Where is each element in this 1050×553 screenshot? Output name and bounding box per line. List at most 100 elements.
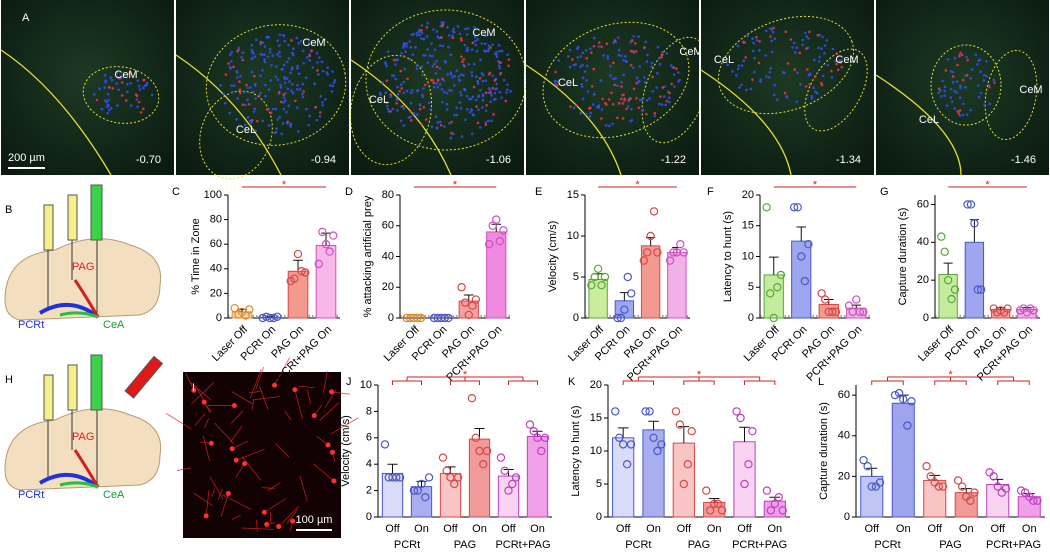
cell: [95, 98, 99, 102]
cell: [585, 56, 589, 60]
cell: [253, 55, 257, 59]
neurite: [231, 514, 241, 520]
neurite: [204, 418, 209, 429]
cell: [979, 91, 983, 95]
cell: [291, 51, 294, 55]
cell: [592, 67, 596, 71]
cell: [970, 68, 974, 71]
y-axis-label: % Time in Zone: [190, 218, 202, 294]
data-point: [970, 488, 979, 497]
y-axis-label: Latency to hunt (s): [570, 405, 582, 496]
cell: [509, 89, 512, 93]
cell: [236, 97, 239, 100]
cell: [117, 88, 120, 92]
cell: [296, 64, 300, 68]
cell: [442, 21, 445, 24]
cell: [392, 58, 396, 62]
neurite: [248, 390, 261, 394]
cell: [282, 63, 286, 67]
data-point: [817, 289, 826, 298]
x-tick-label: On: [646, 523, 661, 535]
error-bar: [866, 467, 878, 477]
cell: [627, 99, 631, 102]
cell: [269, 79, 273, 82]
cell: [672, 73, 676, 76]
cell: [472, 85, 476, 89]
region-label: PCRt: [18, 489, 44, 501]
cell: [415, 64, 419, 67]
soma: [229, 446, 235, 452]
cell: [283, 99, 287, 102]
data-point: [499, 226, 508, 235]
cell: [831, 47, 835, 51]
cell: [941, 79, 944, 83]
soma: [264, 521, 270, 527]
cell: [457, 75, 461, 78]
y-axis-label: Velocity (cm/s): [547, 221, 559, 293]
cell: [116, 104, 119, 107]
cell: [958, 54, 961, 58]
cell: [267, 88, 271, 91]
cell: [236, 49, 239, 53]
data-point: [1029, 496, 1038, 505]
data-point: [804, 239, 813, 249]
cell: [305, 56, 309, 59]
cell: [287, 57, 291, 60]
cell: [275, 127, 278, 130]
data-point: [863, 462, 872, 471]
cell: [260, 53, 264, 57]
cell: [448, 88, 451, 92]
neurite: [278, 506, 300, 527]
cell: [453, 84, 456, 87]
tissue-border: [0, 49, 112, 176]
data-point: [529, 427, 538, 436]
y-tick-label: 20: [838, 470, 850, 482]
y-axis-label: Velocity (cm/s): [340, 415, 352, 487]
cell: [235, 71, 239, 75]
cell: [412, 112, 416, 115]
cell: [793, 51, 797, 54]
cell: [307, 123, 311, 127]
cell: [805, 35, 808, 38]
data-point: [314, 259, 323, 269]
cell: [814, 74, 817, 78]
panel-letter: B: [5, 204, 12, 216]
cell: [420, 31, 424, 35]
cell: [959, 84, 962, 88]
cell: [506, 83, 509, 87]
projection: [59, 311, 99, 319]
cell: [399, 69, 403, 73]
cell: [808, 30, 811, 34]
error-bar: [646, 237, 656, 246]
cell: [745, 88, 748, 92]
cell: [279, 83, 282, 87]
cell: [613, 83, 617, 87]
cell: [331, 84, 335, 88]
cell: [308, 114, 311, 118]
cell: [458, 101, 462, 104]
cell: [938, 89, 942, 93]
soma: [261, 509, 267, 515]
cell: [384, 62, 388, 65]
data-point: [241, 311, 250, 320]
cell: [438, 44, 442, 47]
cell: [285, 110, 288, 114]
cell: [586, 90, 590, 93]
data-point: [977, 285, 986, 294]
cell: [401, 104, 405, 108]
data-point: [970, 219, 979, 228]
cell: [296, 88, 299, 91]
cell: [568, 65, 572, 69]
cell: [273, 131, 277, 135]
data-point: [709, 499, 719, 508]
cell: [281, 68, 284, 71]
cell: [389, 110, 392, 113]
cell: [270, 64, 273, 67]
cell: [563, 83, 567, 87]
cell: [474, 39, 477, 43]
cell: [985, 74, 988, 78]
cell: [481, 98, 485, 102]
cell: [581, 97, 585, 101]
cell: [492, 113, 495, 116]
cell: [473, 26, 476, 29]
